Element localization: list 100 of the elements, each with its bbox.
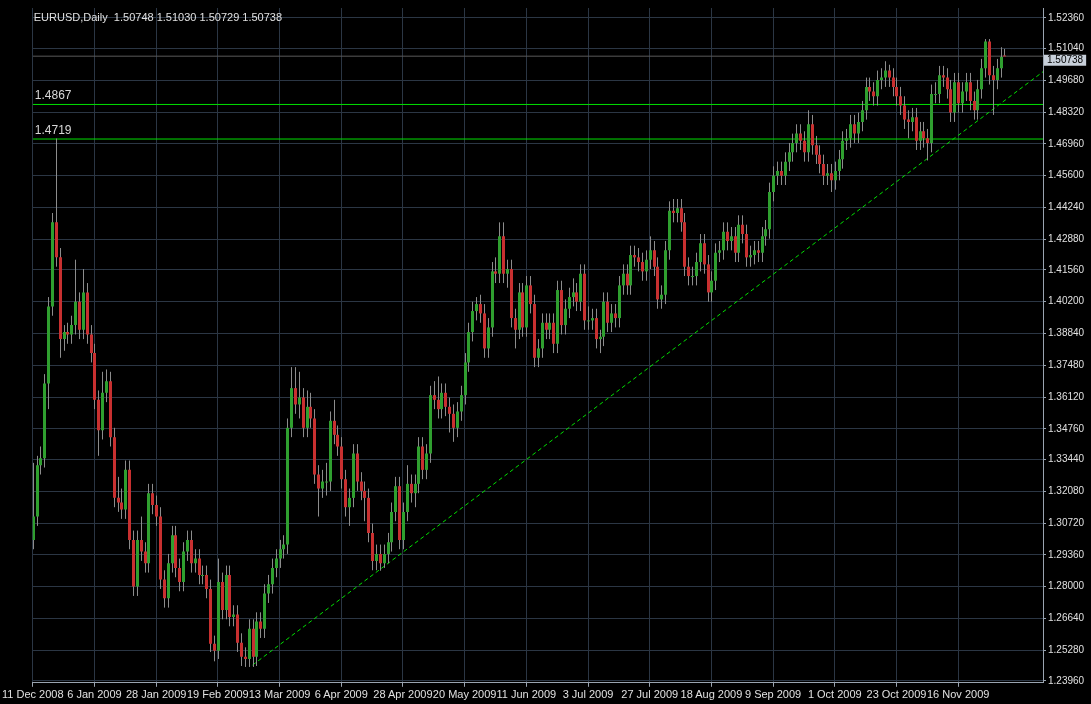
candlestick	[687, 256, 690, 286]
candlestick	[980, 58, 983, 100]
candlestick	[718, 240, 721, 263]
y-tick-label: 1.38840	[1048, 327, 1085, 339]
ref-line-label: 1.50738	[1047, 53, 1084, 65]
candlestick	[822, 154, 825, 186]
x-tick-label: 28 Jan 2009	[125, 688, 187, 701]
candlestick	[460, 385, 463, 422]
candlestick	[857, 112, 860, 144]
y-tick-label: 1.28000	[1048, 580, 1085, 592]
y-tick-label: 1.26640	[1048, 612, 1085, 624]
candlestick	[649, 235, 652, 270]
candlestick	[741, 214, 744, 244]
x-tick-label: 1 Oct 2009	[807, 688, 862, 701]
candlestick	[595, 308, 598, 349]
y-tick-label: 1.48320	[1048, 105, 1085, 117]
y-tick-label: 1.40200	[1048, 295, 1085, 307]
candlestick	[575, 282, 578, 312]
candlestick	[884, 60, 887, 88]
candlestick	[70, 315, 73, 345]
candlestick	[421, 436, 424, 480]
candlestick	[626, 263, 629, 296]
candlestick	[375, 544, 378, 571]
candlestick	[606, 291, 609, 333]
candlestick	[178, 558, 181, 592]
candlestick	[306, 389, 309, 438]
x-tick-label: 3 Jul 2009	[562, 688, 614, 701]
candlestick	[699, 233, 702, 272]
candlestick	[548, 312, 551, 340]
candlestick	[151, 483, 154, 515]
candlestick	[537, 338, 540, 368]
candlestick	[992, 65, 995, 116]
x-tick-label: 20 May 2009	[432, 688, 497, 701]
candlestick	[448, 396, 451, 433]
candlestick	[506, 259, 509, 289]
candlestick	[475, 296, 478, 321]
candlestick	[811, 114, 814, 156]
candlestick	[622, 263, 625, 296]
candlestick	[888, 64, 891, 88]
candlestick	[205, 565, 208, 599]
candlestick	[564, 298, 567, 335]
candlestick	[309, 392, 312, 429]
candlestick	[973, 91, 976, 121]
candlestick	[140, 516, 143, 562]
candlestick	[710, 270, 713, 303]
candlestick	[911, 107, 914, 132]
candlestick	[74, 259, 77, 335]
x-tick-label: 18 Aug 2009	[680, 688, 743, 701]
candlestick	[799, 123, 802, 151]
y-tick-label: 1.33440	[1048, 453, 1085, 465]
candlestick	[919, 121, 922, 151]
candlestick	[641, 252, 644, 282]
y-tick-label: 1.52360	[1048, 11, 1085, 23]
candlestick	[730, 226, 733, 251]
candlestick	[695, 252, 698, 286]
candlestick	[830, 163, 833, 193]
candlestick	[780, 161, 783, 186]
candlestick	[903, 95, 906, 130]
candlestick	[240, 632, 243, 667]
candlestick	[868, 77, 871, 102]
candlestick	[969, 72, 972, 111]
candlestick	[996, 58, 999, 90]
candlestick	[961, 81, 964, 114]
candlestick	[834, 161, 837, 191]
candlestick	[795, 123, 798, 153]
candlestick	[826, 163, 829, 186]
candlestick	[163, 569, 166, 609]
candlestick	[703, 233, 706, 275]
candlestick	[899, 86, 902, 116]
candlestick	[190, 530, 193, 574]
y-tick-label: 1.37480	[1048, 359, 1085, 370]
x-tick-label: 23 Oct 2009	[866, 688, 927, 701]
x-tick-label: 11 Jun 2009	[496, 688, 557, 701]
candlestick	[552, 312, 555, 354]
candlestick	[976, 79, 979, 121]
candlestick	[298, 371, 301, 419]
candlestick	[105, 368, 108, 403]
candlestick	[572, 277, 575, 307]
candlestick	[437, 375, 440, 419]
candlestick	[259, 611, 262, 639]
candlestick	[691, 266, 694, 286]
candlestick	[275, 548, 278, 578]
y-tick-label: 1.32080	[1048, 485, 1085, 497]
y-tick-label: 1.23960	[1048, 674, 1085, 686]
candlestick	[487, 317, 490, 359]
candlestick	[479, 294, 482, 324]
candlestick	[942, 65, 945, 88]
x-tick-label: 6 Jan 2009	[67, 688, 122, 701]
candlestick	[676, 198, 679, 223]
candlestick	[614, 303, 617, 328]
y-tick-label: 1.29360	[1048, 548, 1085, 560]
candlestick	[745, 224, 748, 268]
y-tick-label: 1.36120	[1048, 390, 1085, 402]
candlestick	[267, 574, 270, 604]
candlestick	[155, 495, 158, 527]
candlestick	[915, 107, 918, 151]
ref-line-label: 1.4867	[34, 88, 72, 103]
y-tick-label: 1.30720	[1048, 516, 1085, 528]
candlestick	[726, 221, 729, 251]
candlestick	[610, 303, 613, 333]
